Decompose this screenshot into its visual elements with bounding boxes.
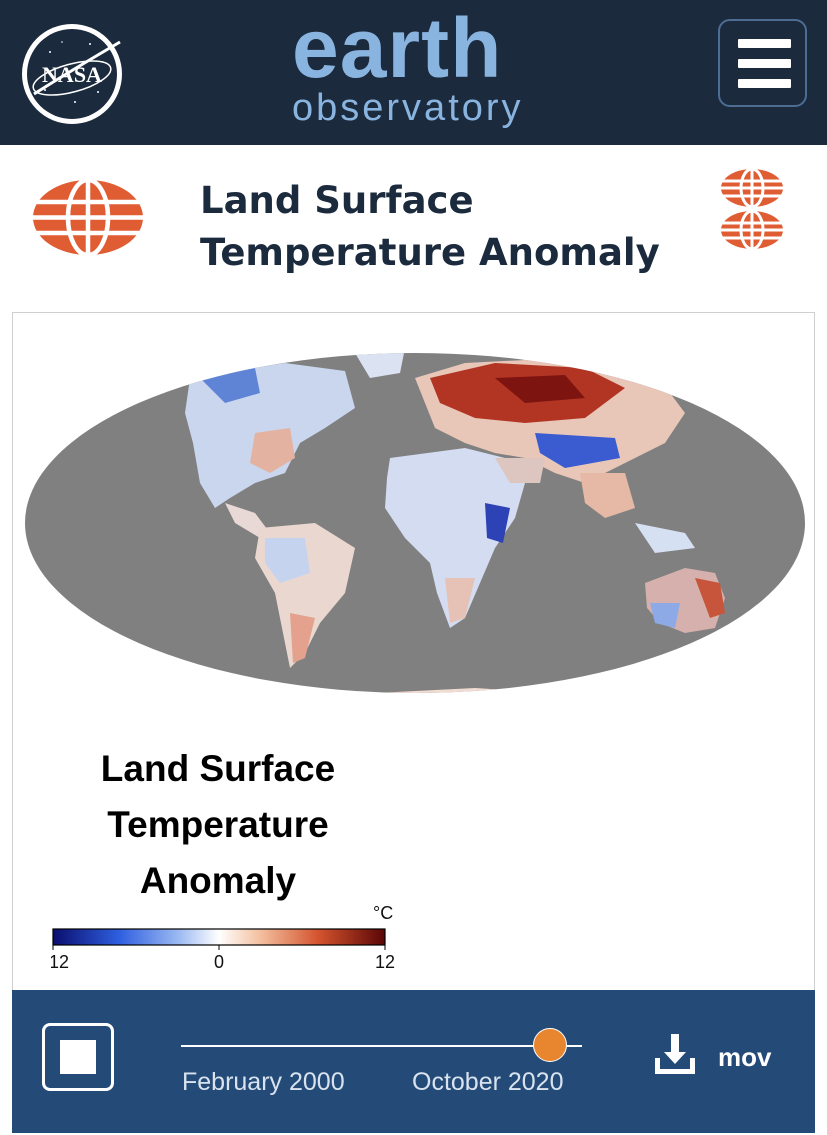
legend-mid-label: 0 xyxy=(214,952,224,972)
logo-earth-text: earth xyxy=(292,1,503,95)
legend-min-label: -12 xyxy=(51,952,69,972)
download-mov-link[interactable]: mov xyxy=(718,1042,772,1072)
playback-controls: February 2000 October 2020 mov xyxy=(12,990,815,1133)
image-title: Land Surface Temperature Anomaly xyxy=(100,748,336,901)
earth-observatory-logo[interactable]: earth observatory xyxy=(280,1,550,134)
site-header: NASA earth observatory xyxy=(0,0,827,145)
stop-icon xyxy=(60,1040,96,1074)
timeline-slider-thumb[interactable] xyxy=(532,1028,567,1062)
world-map xyxy=(25,353,805,693)
globe-icon xyxy=(33,180,143,255)
title-row: Land Surface Temperature Anomaly xyxy=(0,145,827,310)
timeline-start-label: February 2000 xyxy=(182,1068,345,1096)
download-icon[interactable] xyxy=(652,1032,698,1078)
color-legend: °C -12 0 12 xyxy=(51,903,395,972)
timeline-end-label: October 2020 xyxy=(412,1068,564,1096)
legend-unit: °C xyxy=(373,903,393,923)
page-title: Land Surface Temperature Anomaly xyxy=(200,179,660,274)
legend-max-label: 12 xyxy=(375,952,395,972)
image-frame: Land Surface Temperature Anomaly °C -12 … xyxy=(12,312,815,1002)
logo-observatory-text: observatory xyxy=(292,87,524,129)
timeline-slider[interactable] xyxy=(181,1045,582,1047)
stop-button[interactable] xyxy=(42,1023,114,1091)
nasa-logo[interactable]: NASA xyxy=(20,22,124,126)
stacked-globes-icon[interactable] xyxy=(720,169,784,249)
nasa-logo-text: NASA xyxy=(42,62,102,87)
menu-button[interactable] xyxy=(718,19,807,107)
